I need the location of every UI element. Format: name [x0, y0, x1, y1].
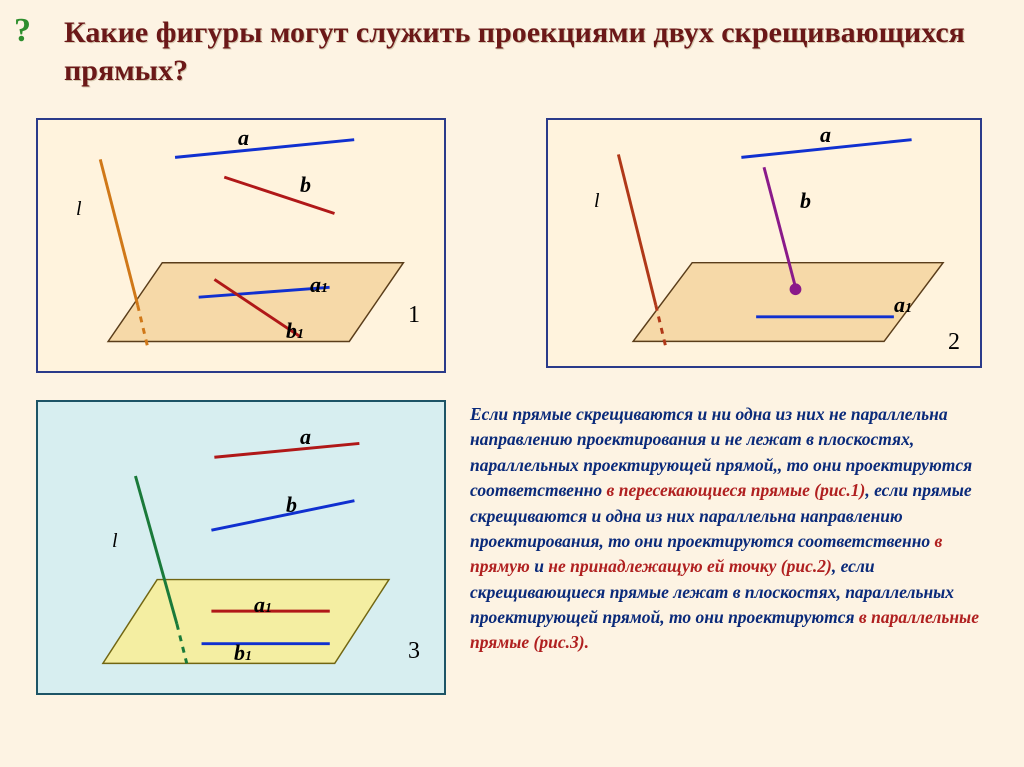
panel-2: a b l a1 2 — [546, 118, 982, 368]
caption-text: Если прямые скрещиваются и ни одна из ни… — [470, 402, 990, 656]
caption-emphasis: в пересекающиеся прямые (рис.1) — [607, 480, 866, 500]
diagram-1 — [38, 120, 444, 371]
line-b-1 — [224, 177, 334, 213]
panel-3: a b l a1 b1 3 — [36, 400, 446, 695]
label-b-1: b — [300, 172, 311, 198]
panel-number-1: 1 — [408, 302, 420, 329]
line-a-1 — [175, 140, 354, 158]
line-l-1 — [100, 159, 137, 305]
label-a1-1-base: a — [310, 272, 321, 297]
label-a1-2-sub: 1 — [905, 301, 912, 316]
label-a1-3-sub: 1 — [265, 601, 272, 616]
label-l-3: l — [112, 530, 118, 553]
label-a1-3-base: a — [254, 592, 265, 617]
label-b1-1-base: b — [286, 318, 297, 343]
label-a1-2: a1 — [894, 292, 912, 318]
label-a-2: a — [820, 122, 831, 148]
plane-1 — [108, 263, 403, 342]
label-b1-3-sub: 1 — [245, 649, 252, 664]
label-b1-3: b1 — [234, 640, 252, 666]
label-b-3: b — [286, 492, 297, 518]
line-b-3 — [211, 501, 354, 531]
page-title: Какие фигуры могут служить проекциями дв… — [64, 14, 1000, 89]
panel-1: a b l a1 b1 1 — [36, 118, 446, 373]
label-a1-3: a1 — [254, 592, 272, 618]
label-b1-1-sub: 1 — [297, 327, 304, 342]
label-l-1: l — [76, 198, 82, 221]
caption-emphasis: не принадлежащую ей точку (рис.2) — [548, 556, 832, 576]
label-a1-2-base: a — [894, 292, 905, 317]
label-b-2: b — [800, 188, 811, 214]
label-a-3: a — [300, 424, 311, 450]
label-l-2: l — [594, 190, 600, 213]
line-a-3 — [214, 443, 359, 457]
panel-number-2: 2 — [948, 329, 960, 356]
diagram-2 — [548, 120, 980, 366]
label-b1-1: b1 — [286, 318, 304, 344]
label-b1-3-base: b — [234, 640, 245, 665]
point-b-2 — [790, 283, 802, 295]
question-mark: ? — [14, 12, 31, 50]
label-a-1: a — [238, 125, 249, 151]
label-a1-1: a1 — [310, 272, 328, 298]
line-l-2 — [618, 154, 655, 305]
caption-run: и — [530, 556, 548, 576]
label-a1-1-sub: 1 — [321, 281, 328, 296]
panel-number-3: 3 — [408, 638, 420, 665]
